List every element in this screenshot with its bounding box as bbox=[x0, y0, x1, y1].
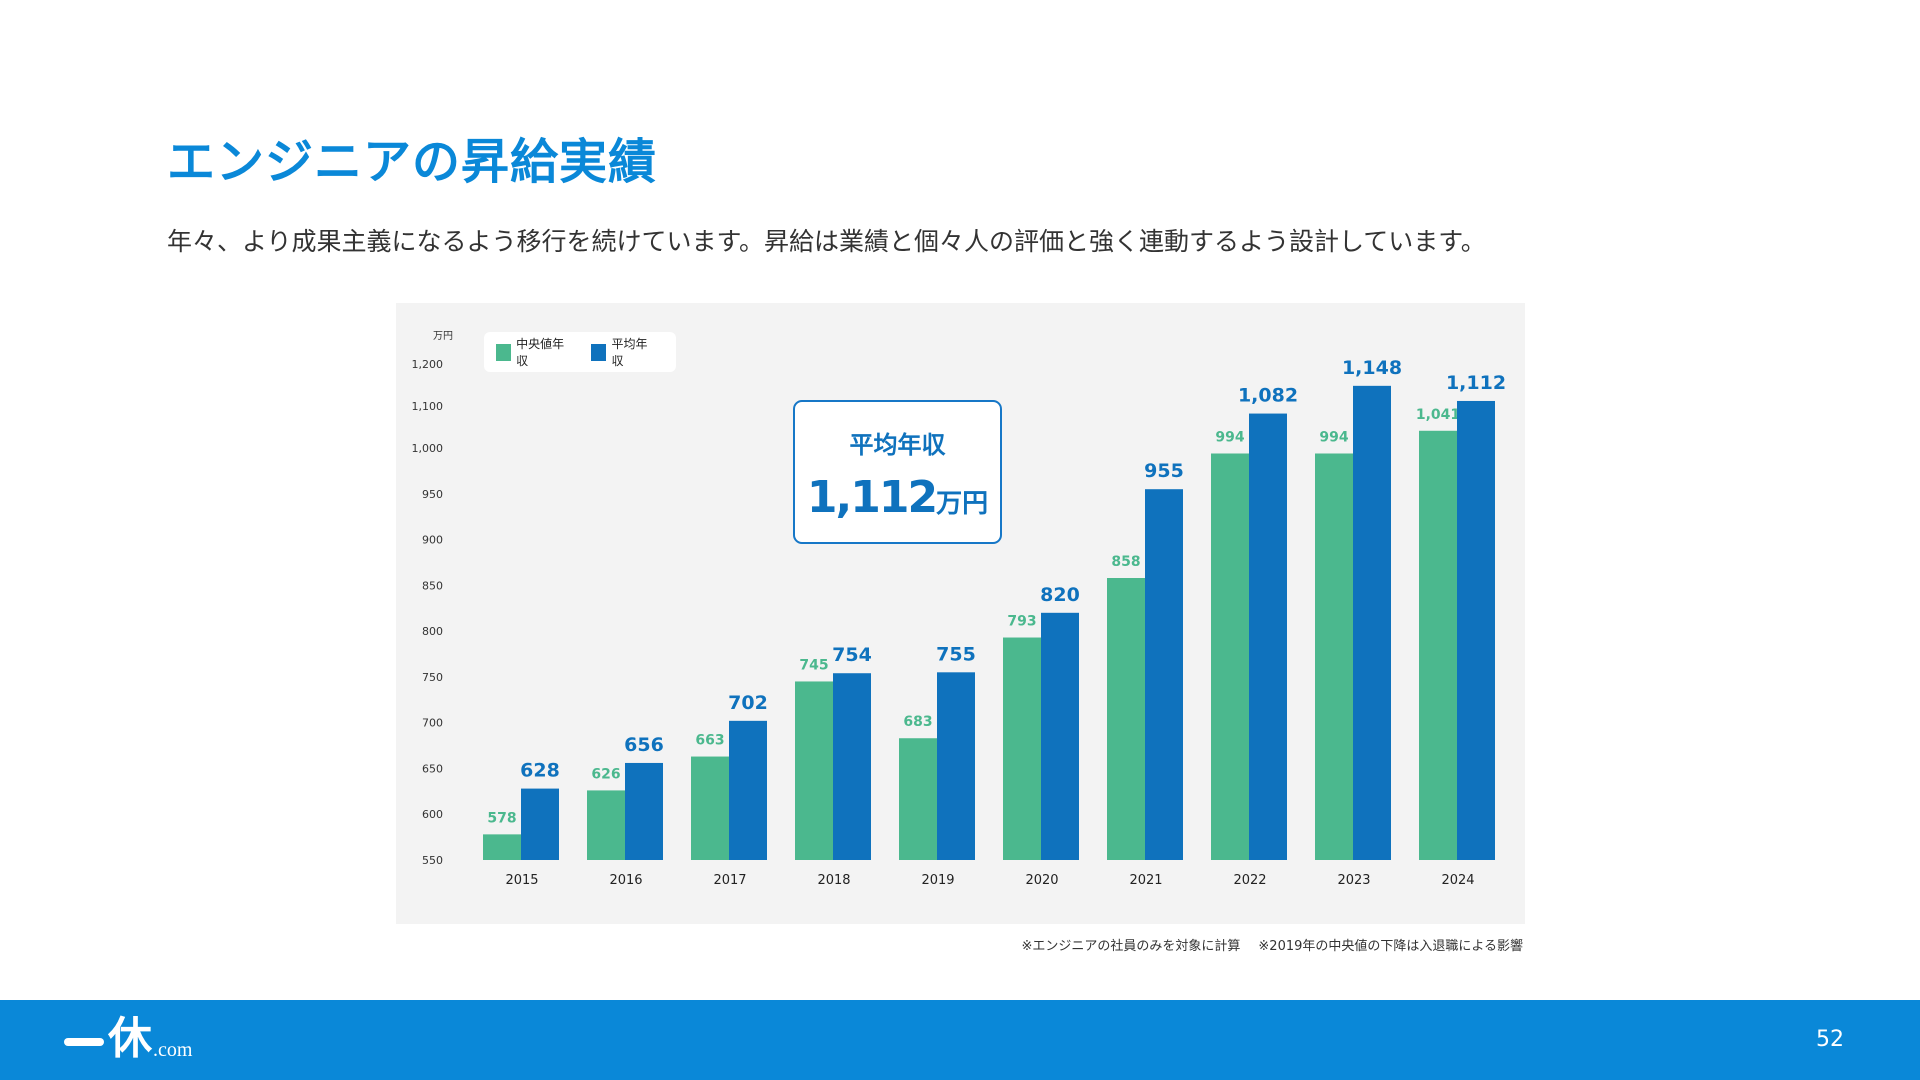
data-label-average: 1,148 bbox=[1342, 357, 1402, 379]
data-label-average: 820 bbox=[1040, 584, 1080, 606]
x-tick-label: 2024 bbox=[1441, 873, 1474, 888]
data-label-average: 754 bbox=[832, 644, 872, 666]
x-tick-label: 2015 bbox=[505, 873, 538, 888]
data-label-average: 656 bbox=[624, 734, 664, 756]
y-tick-label: 850 bbox=[422, 579, 443, 592]
logo-kanji: 休 bbox=[108, 1013, 152, 1064]
callout-value-row: 1,112万円 bbox=[795, 472, 1000, 523]
bar-chart: 万円 550 600 650 700 750 800 850 900 950 1,000 1,100… bbox=[412, 331, 1507, 888]
footnote-2019: ※2019年の中央値の下降は入退職による影響 bbox=[1258, 939, 1523, 954]
bar-median bbox=[483, 834, 521, 860]
x-tick-label: 2018 bbox=[817, 873, 850, 888]
data-label-average: 955 bbox=[1144, 460, 1184, 482]
data-label-median: 793 bbox=[1007, 614, 1036, 630]
bar-average bbox=[1457, 400, 1495, 860]
x-tick-label: 2017 bbox=[713, 873, 746, 888]
chart-legend: 中央値年収 平均年収 bbox=[484, 332, 676, 372]
bar-average bbox=[625, 762, 663, 860]
y-tick-label: 700 bbox=[422, 717, 443, 730]
bar-median bbox=[587, 790, 625, 860]
data-label-median: 745 bbox=[799, 657, 828, 673]
legend-label-median: 中央値年収 bbox=[516, 337, 565, 368]
bar-median bbox=[795, 681, 833, 860]
chart-footnote: ※エンジニアの社員のみを対象に計算 ※2019年の中央値の下降は入退職による影響 bbox=[1022, 935, 1524, 954]
y-tick-label: 750 bbox=[422, 671, 443, 684]
legend-item-median: 中央値年収 bbox=[496, 335, 569, 369]
bar-average bbox=[1145, 489, 1183, 860]
data-label-median: 1,041 bbox=[1416, 407, 1460, 423]
y-tick-label: 650 bbox=[422, 762, 443, 775]
logo-suffix: .com bbox=[153, 1039, 193, 1061]
data-label-average: 1,112 bbox=[1446, 372, 1506, 394]
callout-unit: 万円 bbox=[936, 489, 989, 519]
logo-dash-mark bbox=[64, 1038, 104, 1046]
y-axis-unit-label: 万円 bbox=[433, 331, 453, 342]
bar-median bbox=[1003, 637, 1041, 860]
legend-swatch-average bbox=[591, 343, 607, 361]
data-label-average: 755 bbox=[936, 643, 976, 665]
legend-label-average: 平均年収 bbox=[611, 337, 648, 368]
data-label-median: 994 bbox=[1319, 429, 1348, 445]
bar-average bbox=[937, 672, 975, 860]
callout-label: 平均年収 bbox=[849, 431, 946, 459]
data-label-median: 858 bbox=[1111, 554, 1140, 570]
bar-median bbox=[1315, 453, 1353, 860]
y-tick-label: 1,100 bbox=[412, 400, 444, 413]
chart-panel: 万円 550 600 650 700 750 800 850 900 950 1,000 1,100… bbox=[396, 303, 1525, 924]
data-label-average: 628 bbox=[520, 760, 560, 782]
average-salary-callout: 平均年収 1,112万円 bbox=[793, 400, 1002, 544]
data-label-average: 1,082 bbox=[1238, 385, 1298, 407]
x-tick-label: 2021 bbox=[1129, 873, 1162, 888]
bar-average bbox=[833, 673, 871, 860]
y-tick-label: 600 bbox=[422, 808, 443, 821]
footnote-scope: ※エンジニアの社員のみを対象に計算 bbox=[1021, 939, 1241, 954]
bar-median bbox=[899, 738, 937, 860]
data-label-median: 683 bbox=[903, 714, 932, 730]
bar-average bbox=[729, 720, 767, 860]
bar-average bbox=[1353, 385, 1391, 860]
bar-median bbox=[1419, 430, 1457, 860]
bar-average bbox=[1249, 413, 1287, 860]
legend-swatch-median bbox=[496, 343, 512, 361]
company-logo: 休 .com bbox=[64, 1016, 192, 1062]
data-label-median: 626 bbox=[591, 766, 620, 782]
data-label-average: 702 bbox=[728, 692, 768, 714]
bar-average bbox=[521, 788, 559, 860]
y-tick-label: 800 bbox=[422, 625, 443, 638]
page-title: エンジニアの昇給実績 bbox=[167, 134, 658, 190]
x-tick-label: 2020 bbox=[1025, 873, 1058, 888]
y-tick-label: 550 bbox=[422, 854, 443, 867]
bar-median bbox=[1211, 453, 1249, 860]
y-tick-label: 1,000 bbox=[412, 442, 444, 455]
y-tick-label: 950 bbox=[422, 488, 443, 501]
x-tick-label: 2022 bbox=[1233, 873, 1266, 888]
x-tick-label: 2023 bbox=[1337, 873, 1370, 888]
y-tick-label: 900 bbox=[422, 534, 443, 547]
page-number: 52 bbox=[1816, 1027, 1844, 1052]
bar-median bbox=[691, 756, 729, 860]
bar-median bbox=[1107, 578, 1145, 860]
data-label-median: 663 bbox=[695, 733, 724, 749]
legend-item-average: 平均年収 bbox=[591, 335, 654, 369]
callout-value: 1,112 bbox=[806, 472, 938, 523]
x-tick-label: 2016 bbox=[609, 873, 642, 888]
y-tick-label: 1,200 bbox=[412, 358, 444, 371]
x-tick-label: 2019 bbox=[921, 873, 954, 888]
footer-bar: 休 .com 52 bbox=[0, 1000, 1920, 1080]
data-label-median: 578 bbox=[487, 810, 516, 826]
page-subtitle: 年々、より成果主義になるよう移行を続けています。昇給は業績と個々人の評価と強く連… bbox=[167, 227, 1486, 256]
data-label-median: 994 bbox=[1215, 429, 1244, 445]
bar-average bbox=[1041, 612, 1079, 860]
